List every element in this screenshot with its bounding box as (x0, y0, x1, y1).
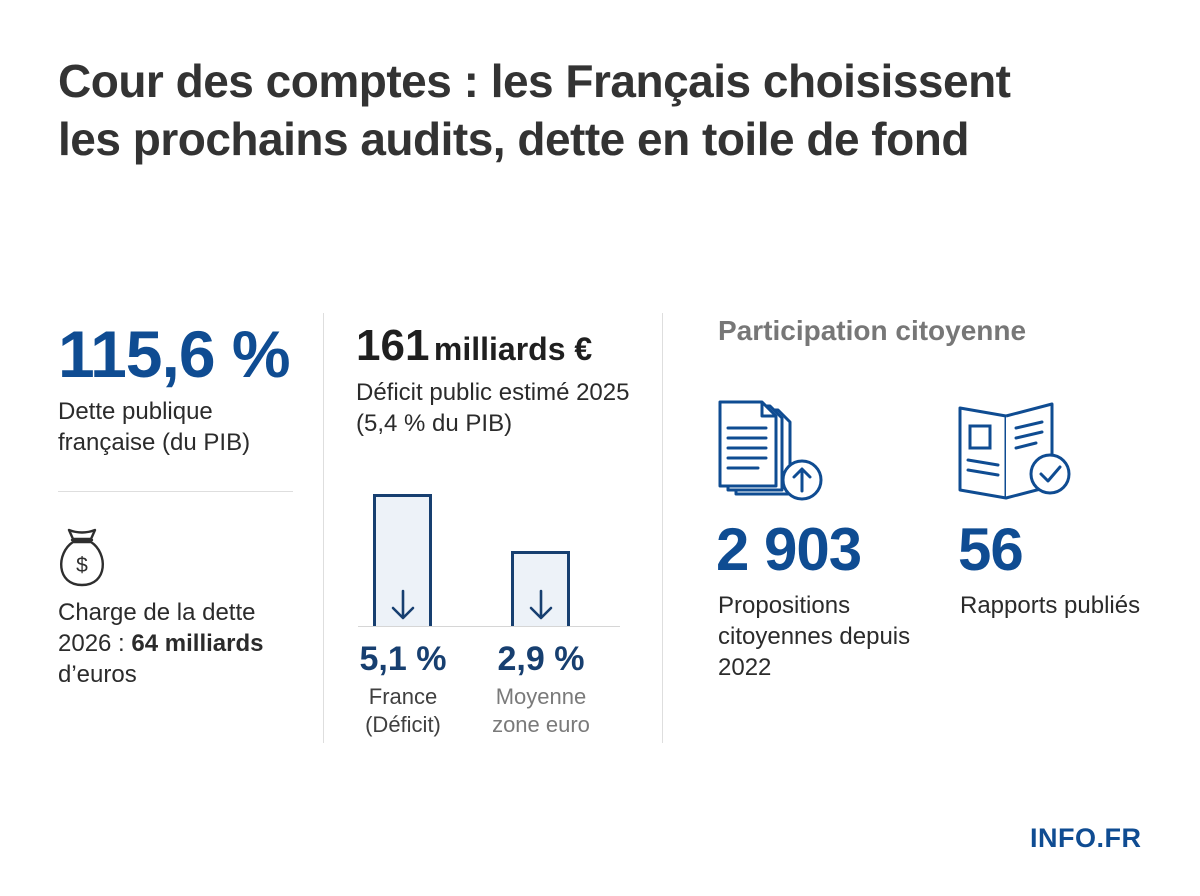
proposals-count: 2 903 (716, 516, 862, 583)
debt-separator (58, 491, 293, 492)
down-arrow-icon (391, 589, 414, 620)
debt-charge-suffix: d’euros (58, 661, 137, 688)
reports-caption: Rapports publiés (960, 592, 1141, 619)
deficit-value-heading: 161 milliards € (356, 318, 592, 377)
label-france-line2: (Déficit) (365, 712, 441, 737)
participation-title: Participation citoyenne (718, 315, 1027, 346)
label-euro-zone-line2: zone euro (492, 712, 590, 737)
debt-charge-caption: Charge de la dette 2026 : 64 milliards d… (58, 597, 298, 690)
pct-euro-zone: 2,9 % (497, 640, 585, 678)
debt-charge-amount: 64 milliards (131, 630, 264, 657)
label-euro-zone-line1: Moyenne (495, 684, 587, 709)
bar-france (373, 480, 433, 626)
deficit-comparison-bars (340, 480, 640, 630)
proposals-caption: Propositions citoyennes depuis 2022 (718, 592, 911, 681)
debt-charge-prefix: Charge de la dette 2026 : (58, 599, 256, 657)
label-euro-zone: Moyenne zone euro (473, 683, 609, 739)
bar-euro-zone-frame (511, 551, 570, 626)
deficit-caption: Déficit public estimé 2025 (5,4 % du PIB… (356, 379, 630, 437)
label-france: France (Déficit) (343, 683, 463, 739)
brand-logo: INFO.FR (1030, 823, 1142, 853)
money-bag-icon: $ (60, 528, 104, 587)
debt-value: 115,6 % (58, 317, 291, 391)
document-upload-icon (718, 400, 823, 501)
pct-france: 5,1 % (359, 640, 447, 678)
title-line-2: les prochains audits, dette en toile de … (58, 113, 969, 165)
deficit-unit: milliards € (433, 331, 593, 367)
report-check-icon (958, 402, 1071, 500)
debt-caption: Dette publique française (du PIB) (58, 398, 251, 456)
money-symbol: $ (76, 554, 88, 577)
bars-baseline (358, 626, 620, 627)
bar-france-frame (373, 494, 432, 626)
title-line-1: Cour des comptes : les Français choisiss… (58, 55, 1011, 107)
deficit-value: 161 (356, 321, 430, 370)
bar-euro-zone (511, 480, 571, 626)
column-divider-right (662, 313, 663, 743)
label-france-line1: France (368, 684, 438, 709)
reports-count: 56 (958, 516, 1024, 583)
column-divider-left (323, 313, 324, 743)
page-title: Cour des comptes : les Français choisiss… (58, 52, 1158, 168)
down-arrow-icon (529, 589, 552, 620)
